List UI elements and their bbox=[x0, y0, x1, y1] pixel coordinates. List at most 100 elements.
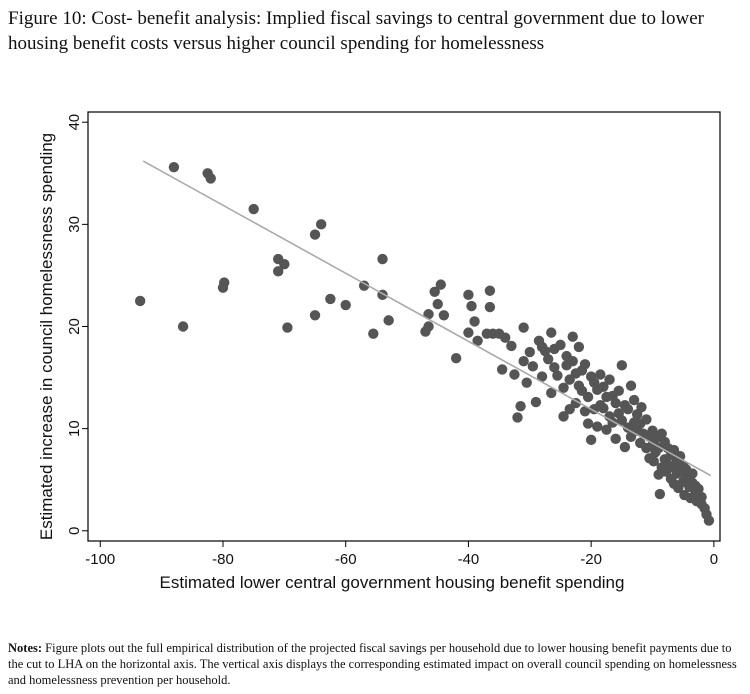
fit-line bbox=[142, 160, 712, 477]
scatter-point bbox=[358, 280, 370, 291]
scatter-point bbox=[509, 369, 520, 380]
scatter-point bbox=[625, 380, 637, 391]
scatter-point bbox=[248, 203, 259, 215]
scatter-point bbox=[463, 327, 474, 338]
scatter-point bbox=[703, 515, 715, 526]
x-tick-label: -40 bbox=[458, 551, 480, 568]
scatter-point bbox=[636, 401, 647, 413]
x-tick-label: 0 bbox=[710, 551, 718, 568]
scatter-point bbox=[219, 277, 230, 288]
scatter-point bbox=[601, 424, 612, 435]
scatter-point bbox=[598, 381, 609, 392]
scatter-point bbox=[484, 301, 496, 313]
scatter-point bbox=[168, 161, 180, 173]
y-tick-label: 30 bbox=[66, 216, 83, 233]
scatter-point bbox=[582, 418, 594, 429]
scatter-point bbox=[582, 391, 594, 403]
scatter-point bbox=[469, 316, 480, 327]
scatter-point bbox=[573, 341, 585, 353]
scatter-point bbox=[539, 345, 551, 357]
scatter-point bbox=[134, 295, 146, 307]
scatter-point bbox=[432, 298, 443, 310]
scatter-point bbox=[518, 356, 529, 367]
notes-label: Notes: bbox=[8, 641, 43, 655]
scatter-point bbox=[500, 332, 511, 343]
scatter-point bbox=[552, 370, 563, 381]
scatter-point bbox=[693, 483, 704, 495]
scatter-point bbox=[558, 382, 569, 393]
scatter-point bbox=[558, 411, 569, 422]
scatter-point bbox=[555, 339, 566, 351]
x-tick-label: -100 bbox=[85, 551, 115, 568]
scatter-point bbox=[435, 279, 447, 290]
scatter-point bbox=[585, 434, 597, 446]
figure-title: Cost- benefit analysis: Implied fiscal s… bbox=[8, 8, 704, 54]
scatter-point bbox=[512, 412, 523, 423]
scatter-point bbox=[619, 441, 631, 453]
y-tick-label: 0 bbox=[66, 527, 83, 535]
scatter-point bbox=[377, 253, 388, 265]
scatter-point bbox=[546, 387, 557, 399]
scatter-point bbox=[282, 322, 293, 333]
scatter-point bbox=[546, 327, 557, 338]
scatter-point bbox=[527, 361, 539, 372]
scatter-point bbox=[549, 362, 560, 373]
scatter-point bbox=[610, 397, 621, 409]
scatter-point bbox=[579, 406, 591, 417]
scatter-point bbox=[325, 293, 336, 305]
scatter-point bbox=[496, 364, 508, 375]
scatter-point bbox=[616, 415, 628, 426]
scatter-point bbox=[466, 300, 477, 312]
x-tick-label: -20 bbox=[580, 551, 602, 568]
y-tick-label: 10 bbox=[66, 420, 83, 437]
scatter-point bbox=[570, 397, 582, 409]
scatter-point bbox=[567, 356, 578, 367]
scatter-point bbox=[309, 229, 321, 240]
scatter-point bbox=[613, 385, 624, 397]
scatter-point bbox=[598, 403, 609, 414]
scatter-point bbox=[506, 340, 517, 352]
x-axis-title: Estimated lower central government housi… bbox=[160, 573, 625, 592]
scatter-point bbox=[368, 328, 379, 339]
scatter-point bbox=[674, 451, 686, 462]
scatter-point bbox=[177, 321, 189, 332]
scatter-point bbox=[429, 286, 440, 297]
scatter-point bbox=[610, 433, 621, 445]
scatter-point bbox=[518, 322, 529, 333]
scatter-point bbox=[484, 285, 496, 296]
y-tick-label: 20 bbox=[66, 318, 83, 335]
y-tick-label: 40 bbox=[66, 114, 83, 131]
scatter-point bbox=[463, 289, 474, 301]
scatter-point bbox=[205, 173, 216, 184]
scatter-point bbox=[472, 335, 483, 346]
scatter-point bbox=[515, 400, 526, 412]
x-tick-label: -60 bbox=[335, 551, 357, 568]
scatter-point bbox=[279, 258, 290, 270]
plot-area: -100 -80 -60 -40 -20 0 0 10 20 30 40 bbox=[66, 111, 721, 568]
scatter-point bbox=[309, 310, 321, 321]
scatter-point bbox=[536, 371, 548, 382]
scatter-point bbox=[604, 374, 615, 385]
scatter-point bbox=[687, 468, 698, 479]
scatter-point bbox=[542, 353, 554, 365]
scatter-point bbox=[315, 219, 327, 230]
figure-notes: Notes: Figure plots out the full empiric… bbox=[8, 640, 744, 688]
scatter-point bbox=[654, 488, 666, 500]
scatter-point bbox=[530, 396, 542, 408]
scatter-point bbox=[450, 352, 462, 364]
scatter-point bbox=[595, 369, 606, 380]
scatter-point bbox=[521, 377, 532, 388]
scatter-point bbox=[696, 491, 707, 503]
notes-text: Figure plots out the full empirical dist… bbox=[8, 641, 737, 687]
figure-caption: Figure 10: Cost- benefit analysis: Impli… bbox=[8, 6, 744, 56]
scatter-point bbox=[616, 360, 628, 371]
scatter-point bbox=[438, 310, 450, 321]
scatter-point bbox=[648, 456, 659, 467]
scatter-point bbox=[567, 331, 578, 342]
scatter-point bbox=[524, 346, 535, 358]
scatter-point bbox=[579, 359, 591, 370]
scatter-point bbox=[622, 404, 634, 415]
scatter-point bbox=[628, 394, 640, 406]
scatter-point bbox=[641, 414, 652, 425]
scatter-point bbox=[340, 299, 351, 311]
